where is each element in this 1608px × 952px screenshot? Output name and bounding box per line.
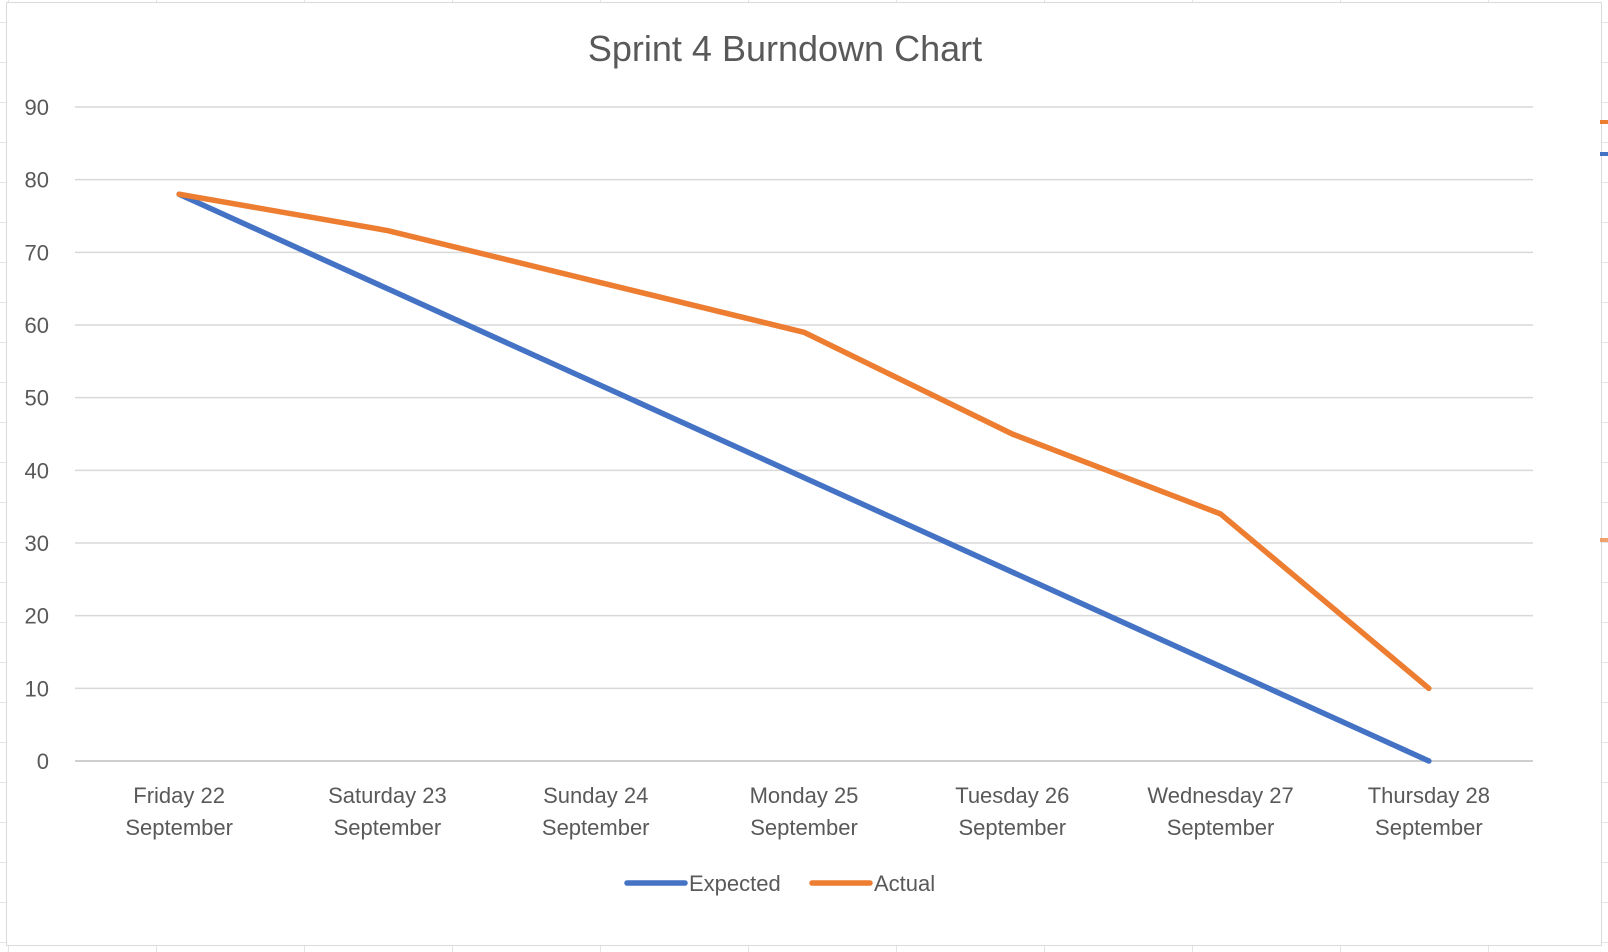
y-tick-label: 70 bbox=[25, 240, 49, 265]
y-tick-label: 30 bbox=[25, 531, 49, 556]
gridlines bbox=[75, 106, 1533, 762]
legend-label-actual: Actual bbox=[874, 871, 935, 896]
x-tick-label: Saturday 23 September bbox=[328, 783, 447, 840]
x-tick-label: Friday 22 September bbox=[125, 783, 233, 840]
y-tick-label: 0 bbox=[37, 749, 49, 774]
x-tick-label: Sunday 24 September bbox=[542, 783, 650, 840]
y-tick-label: 20 bbox=[25, 604, 49, 629]
x-axis: Friday 22 September Saturday 23 September Su… bbox=[125, 783, 1490, 840]
series-lines bbox=[176, 191, 1432, 764]
series-line-actual[interactable] bbox=[176, 191, 1432, 692]
y-tick-label: 90 bbox=[25, 95, 49, 120]
adjacent-chart-fragment bbox=[1600, 120, 1608, 124]
x-tick-label: Tuesday 26 September bbox=[955, 783, 1069, 840]
x-tick-label: Wednesday 27 September bbox=[1147, 783, 1293, 840]
burndown-chart: 0 10 20 30 40 50 60 70 80 90 Friday 22 September Sa… bbox=[25, 28, 1533, 896]
y-tick-label: 80 bbox=[25, 168, 49, 193]
chart-area[interactable]: 0 10 20 30 40 50 60 70 80 90 Friday 22 September Sa… bbox=[6, 2, 1602, 946]
legend-label-expected: Expected bbox=[689, 871, 781, 896]
y-tick-label: 10 bbox=[25, 676, 49, 701]
y-tick-label: 50 bbox=[25, 386, 49, 411]
legend: Expected Actual bbox=[624, 871, 935, 896]
x-tick-label: Thursday 28 September bbox=[1368, 783, 1490, 840]
adjacent-chart-fragment bbox=[1600, 152, 1608, 156]
y-tick-label: 40 bbox=[25, 458, 49, 483]
adjacent-chart-fragment bbox=[1600, 538, 1608, 542]
y-axis: 0 10 20 30 40 50 60 70 80 90 bbox=[25, 95, 49, 774]
y-tick-label: 60 bbox=[25, 313, 49, 338]
chart-title: Sprint 4 Burndown Chart bbox=[588, 28, 982, 69]
x-tick-label: Monday 25 September bbox=[750, 783, 859, 840]
